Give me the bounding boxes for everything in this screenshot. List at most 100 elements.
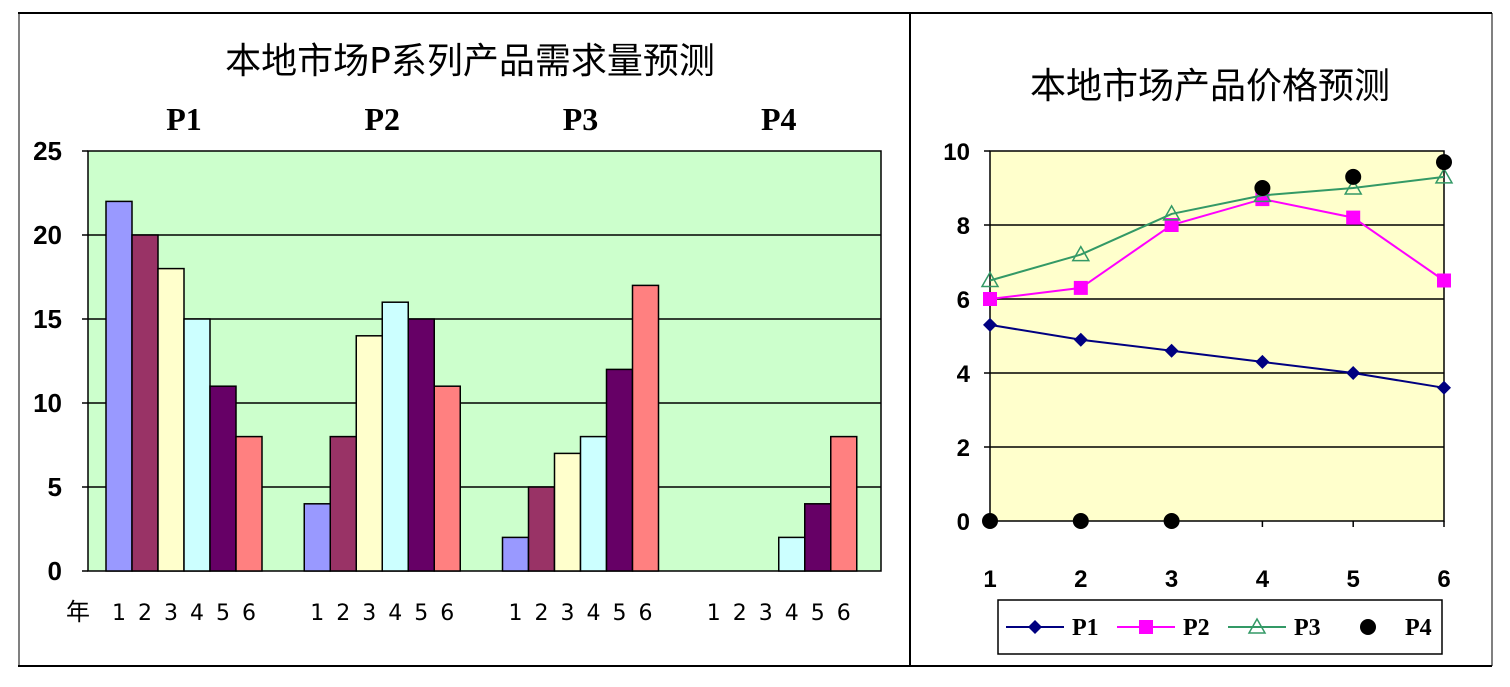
point-p3-1: [980, 270, 1000, 288]
legend-marker-p2: [1139, 620, 1153, 634]
point-p1-1: [983, 317, 997, 332]
bar-p2-year-4: [381, 301, 409, 572]
legend-marker-p3: [1247, 617, 1267, 634]
x-tick-label: 2: [1074, 566, 1087, 593]
x-tick-label: 5: [1347, 566, 1360, 593]
x-tick-label: 2: [733, 601, 747, 626]
x-tick-label: 6: [242, 601, 256, 626]
point-p2-5: [1346, 210, 1361, 225]
x-tick-label: 1: [983, 566, 996, 593]
x-tick-label: 6: [837, 601, 851, 626]
point-p2-3: [1164, 218, 1179, 232]
bar-p2-year-5: [407, 318, 435, 572]
y-tick-label: 10: [33, 388, 62, 418]
point-p1-4: [1255, 354, 1270, 369]
point-p1-5: [1346, 366, 1361, 380]
x-tick-label: 3: [164, 601, 178, 626]
x-tick-label: 4: [190, 601, 204, 626]
legend-marker-p4: [1360, 619, 1376, 635]
point-p3-3: [1162, 204, 1181, 221]
group-label-p3: P3: [563, 101, 599, 137]
bar-p4-year-6: [830, 435, 858, 572]
point-p3-6: [1434, 167, 1454, 184]
point-p4-5: [1345, 168, 1362, 185]
bar-p1-year-5: [209, 385, 237, 572]
x-tick-label: 3: [561, 601, 575, 626]
x-tick-label: 5: [811, 601, 825, 626]
point-p4-1: [982, 513, 998, 529]
bar-p1-year-3: [157, 267, 185, 572]
legend-label-p2: P2: [1183, 615, 1210, 641]
bar-p2-year-1: [303, 503, 331, 572]
bar-p1-year-1: [105, 200, 133, 572]
y-tick-label: 8: [957, 213, 970, 240]
x-tick-label: 5: [414, 601, 428, 626]
x-tick-label: 5: [216, 601, 230, 626]
x-tick-label: 4: [1256, 566, 1270, 593]
x-tick-label: 4: [587, 601, 601, 626]
x-tick-label: 5: [613, 601, 627, 626]
x-tick-label: 1: [310, 601, 324, 626]
y-tick-label: 25: [33, 136, 62, 166]
bar-p3-year-2: [527, 486, 556, 572]
x-tick-label: 2: [336, 601, 350, 626]
y-tick-label: 0: [48, 556, 62, 586]
y-tick-label: 10: [943, 139, 970, 166]
y-tick-label: 4: [957, 361, 971, 388]
bar-p4-year-5: [804, 503, 832, 572]
demand-bars: [105, 200, 858, 572]
point-p4-2: [1072, 513, 1089, 529]
point-p1-6: [1437, 380, 1451, 395]
price-legend: P1 P2 P3 P4: [997, 599, 1443, 655]
x-tick-label: 3: [759, 601, 773, 626]
x-tick-label: 6: [1437, 566, 1450, 593]
price-y-ticks: 0 2 4 6 8 10: [943, 139, 990, 536]
x-tick-label: 3: [1165, 566, 1178, 593]
point-p1-2: [1073, 332, 1088, 347]
bar-p1-year-4: [183, 318, 211, 572]
bar-p2-year-2: [329, 435, 357, 572]
series-line-p3: [989, 175, 1445, 282]
bar-p3-year-1: [501, 536, 530, 572]
group-label-p4: P4: [761, 101, 797, 137]
point-p2-6: [1437, 273, 1451, 288]
x-tick-label: 4: [388, 601, 402, 626]
series-p4: [982, 154, 1452, 529]
product-group-labels: P1 P2 P3 P4: [166, 101, 796, 137]
x-tick-label: 1: [509, 601, 523, 626]
point-p2-1: [983, 292, 997, 306]
x-tick-label: 4: [785, 601, 799, 626]
group-label-p1: P1: [166, 101, 202, 137]
bar-p1-year-2: [131, 234, 159, 572]
price-gridlines: [990, 224, 1444, 448]
y-tick-label: 6: [957, 287, 970, 314]
demand-chart-title: 本地市场P系列产品需求量预测: [225, 41, 715, 82]
series-p1: [983, 317, 1451, 395]
x-tick-label: 6: [440, 601, 454, 626]
y-tick-label: 5: [48, 472, 62, 502]
demand-y-ticks: 0 5 10 15 20 25: [33, 136, 88, 586]
x-tick-label: 2: [138, 601, 152, 626]
legend-label-p4: P4: [1405, 615, 1432, 641]
point-p4-4: [1254, 180, 1271, 196]
point-p4-6: [1436, 154, 1452, 171]
bar-p3-year-5: [605, 368, 634, 572]
price-series: [980, 154, 1454, 529]
point-p3-5: [1343, 178, 1363, 195]
bar-p3-year-4: [579, 435, 608, 572]
legend-label-p3: P3: [1294, 615, 1321, 641]
legend-marker-p1: [1028, 620, 1042, 634]
y-tick-label: 15: [33, 304, 62, 334]
legend-label-p1: P1: [1072, 615, 1099, 641]
series-line-p2: [989, 198, 1445, 300]
point-p2-2: [1073, 280, 1088, 295]
group-label-p2: P2: [364, 101, 400, 137]
x-tick-label: 1: [707, 601, 721, 626]
x-tick-label: 1: [112, 601, 126, 626]
x-tick-label: 2: [535, 601, 549, 626]
point-p1-3: [1164, 343, 1179, 358]
price-x-ticks: 1 2 3 4 5 6: [983, 521, 1451, 593]
